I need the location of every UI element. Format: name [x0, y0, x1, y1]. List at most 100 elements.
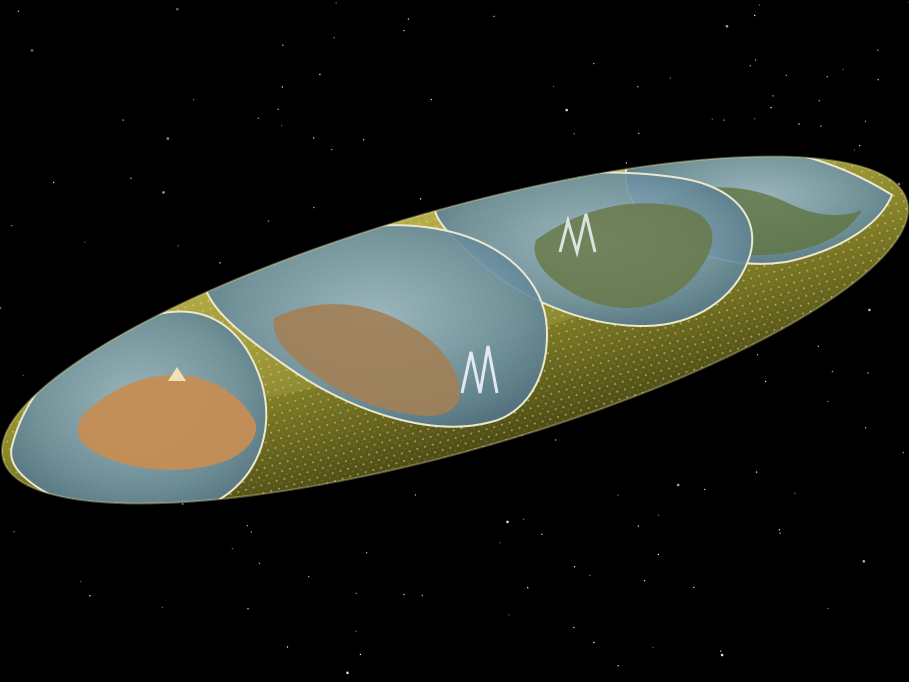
star [419, 198, 422, 200]
star [862, 560, 866, 563]
star [877, 49, 879, 51]
star [593, 641, 595, 644]
star [754, 59, 757, 61]
star [355, 630, 357, 632]
star [258, 562, 261, 564]
star [280, 124, 283, 127]
star [335, 2, 337, 4]
star [257, 117, 259, 120]
star [902, 451, 904, 454]
star [725, 25, 729, 28]
star [122, 119, 124, 121]
star [842, 68, 844, 71]
star [0, 306, 2, 310]
star [366, 552, 368, 554]
star [827, 607, 829, 610]
star [720, 653, 724, 657]
star [770, 107, 772, 109]
star [711, 118, 713, 120]
star [754, 118, 756, 120]
star [403, 29, 405, 32]
star [267, 220, 270, 222]
star [403, 593, 405, 596]
star [80, 580, 82, 583]
star [589, 574, 591, 576]
star [346, 671, 349, 675]
star [499, 542, 501, 544]
star [657, 514, 660, 516]
star [313, 206, 315, 209]
star [219, 262, 221, 264]
star [779, 532, 781, 534]
star [798, 123, 800, 125]
star [308, 575, 310, 578]
star [522, 518, 525, 520]
star [758, 4, 761, 6]
star [30, 49, 34, 52]
star [362, 139, 365, 141]
star [772, 95, 774, 97]
star [281, 86, 283, 88]
star [573, 133, 575, 135]
star [331, 148, 333, 151]
star [17, 10, 20, 12]
star [723, 119, 725, 121]
star [756, 354, 759, 356]
star [247, 608, 249, 610]
star [820, 125, 822, 127]
star [676, 483, 680, 487]
star [720, 650, 722, 652]
star [359, 653, 362, 656]
star [277, 108, 279, 111]
star [765, 380, 767, 383]
star [355, 592, 357, 594]
star [13, 531, 15, 533]
star [11, 224, 13, 227]
star [161, 606, 164, 609]
star [617, 665, 619, 667]
star [573, 566, 576, 568]
star [250, 531, 252, 533]
star [22, 374, 24, 377]
star [527, 587, 529, 589]
star [693, 586, 695, 589]
star [831, 370, 834, 373]
star [877, 79, 879, 81]
star [637, 525, 640, 527]
star [865, 427, 867, 429]
star [246, 525, 248, 527]
star [282, 44, 284, 46]
star [231, 548, 234, 550]
hull-rim-highlight [0, 155, 909, 505]
star [778, 529, 781, 531]
star [858, 145, 861, 147]
habitat-dome-3 [433, 171, 754, 328]
star [541, 533, 543, 535]
star [652, 646, 654, 648]
star [493, 15, 495, 18]
star [864, 120, 867, 122]
star [617, 494, 619, 496]
star [333, 37, 335, 39]
star [421, 594, 423, 597]
star [313, 137, 315, 139]
star [794, 492, 796, 495]
star [319, 73, 321, 76]
star [817, 345, 819, 347]
star [508, 614, 510, 616]
star [754, 14, 756, 17]
star [657, 553, 659, 556]
star [755, 471, 758, 473]
star [84, 241, 86, 243]
star [130, 177, 132, 179]
star [407, 18, 410, 20]
star [638, 132, 640, 135]
star [818, 100, 820, 102]
star [430, 98, 432, 101]
star [52, 181, 55, 184]
star [593, 62, 595, 65]
star [868, 308, 871, 312]
star [867, 372, 869, 374]
